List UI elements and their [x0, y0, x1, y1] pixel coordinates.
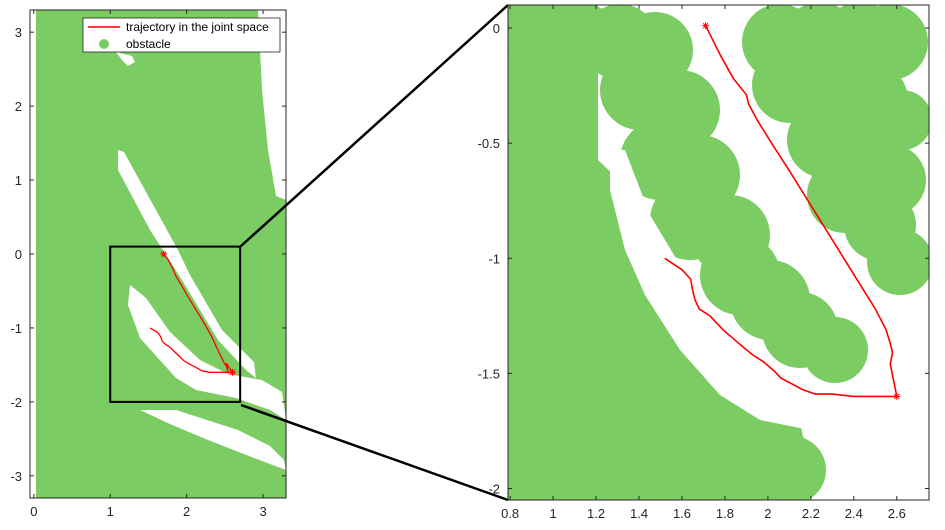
- obstacle-circle: [872, 90, 929, 150]
- legend: trajectory in the joint space obstacle: [82, 17, 281, 53]
- free-space-channel: [128, 285, 286, 420]
- free-space-channel: [118, 150, 256, 378]
- zoom-box: [109, 245, 242, 403]
- y-tick-label: 3: [15, 25, 22, 40]
- legend-label-obstacle: obstacle: [126, 37, 171, 51]
- y-tick-label: -1: [10, 321, 22, 336]
- y-tick-label: 0: [15, 247, 22, 262]
- y-tick-label: 2: [15, 99, 22, 114]
- x-tick-label: 2: [183, 504, 190, 519]
- overview-series: [149, 250, 237, 376]
- x-tick-label: 2.6: [888, 506, 906, 521]
- x-tick-label: 0.8: [501, 506, 519, 521]
- legend-circle-swatch: [99, 39, 109, 49]
- legend-box: [82, 17, 281, 53]
- x-tick-label: 2: [764, 506, 771, 521]
- x-tick-label: 1.2: [587, 506, 605, 521]
- zoom-ticks: 0.8 1 1.2 1.4 1.6 1.8 2 2.2 2.4 2.6 0 -0.5 -1 -1.5 -2: [478, 5, 929, 521]
- obstacle-circle: [802, 317, 868, 383]
- y-tick-label: -3: [10, 469, 22, 484]
- zoom-connector-bottom: [240, 403, 509, 502]
- legend-label-trajectory: trajectory in the joint space: [126, 20, 269, 34]
- x-tick-label: 1: [107, 504, 114, 519]
- free-space-channel: [610, 150, 880, 430]
- y-tick-label: -1: [488, 251, 500, 266]
- obstacle-circle: [508, 90, 585, 170]
- x-tick-label: 3: [259, 504, 266, 519]
- x-tick-label: 2.2: [802, 506, 820, 521]
- trajectory-endpoint-marker: [160, 250, 168, 258]
- x-tick-label: 1.6: [673, 506, 691, 521]
- trajectory-line: [163, 253, 234, 373]
- obstacle-circle: [867, 229, 929, 295]
- trajectory-line: [664, 257, 897, 398]
- x-tick-label: 2.4: [845, 506, 863, 521]
- overview-ticks: 0 1 2 3 3 2 1 0 -1 -2 -3: [10, 10, 286, 519]
- y-tick-label: -2: [10, 395, 22, 410]
- free-space-channel: [116, 52, 135, 66]
- y-tick-label: -0.5: [478, 136, 500, 151]
- overview-obstacle-region: [30, 10, 286, 498]
- zoom-series: [664, 22, 901, 400]
- x-tick-label: 1.8: [716, 506, 734, 521]
- y-tick-label: 1: [15, 173, 22, 188]
- zoom-obstacles: [508, 5, 929, 500]
- zoom-connector-top: [240, 4, 509, 247]
- y-tick-label: 0: [493, 21, 500, 36]
- free-space-channel: [258, 10, 286, 200]
- obstacle-blob: [30, 10, 286, 498]
- zoom-panel: 0.8 1 1.2 1.4 1.6 1.8 2 2.2 2.4 2.6 0 -0.5 -1 -1.5 -2: [478, 4, 930, 521]
- zoom-axes-frame: [507, 4, 930, 501]
- y-tick-label: -2: [488, 481, 500, 496]
- zoom-obstacle-region: [508, 5, 929, 500]
- x-tick-label: 0: [30, 504, 37, 519]
- free-space-channel: [140, 410, 286, 470]
- trajectory-endpoint-marker: [702, 22, 710, 30]
- y-tick-label: -1.5: [478, 366, 500, 381]
- x-tick-label: 1: [549, 506, 556, 521]
- trajectory-line: [704, 25, 898, 397]
- obstacle-circle: [852, 5, 928, 80]
- trajectory-line: [149, 327, 233, 373]
- overview-panel: 0 1 2 3 3 2 1 0 -1 -2 -3 trajectory in the joint s…: [10, 9, 287, 519]
- x-tick-label: 1.4: [630, 506, 648, 521]
